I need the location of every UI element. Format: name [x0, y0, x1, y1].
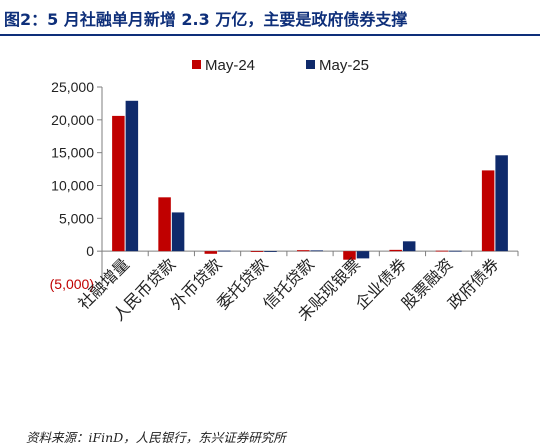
- x-category-label: 政府债券: [444, 255, 503, 314]
- bar-may25: [125, 100, 139, 252]
- legend-label-may25: May-25: [319, 57, 369, 74]
- bar-may25: [495, 155, 508, 252]
- y-tick-label: 5,000: [59, 210, 94, 226]
- legend-swatch-may25: [306, 60, 315, 69]
- bar-may25: [449, 250, 462, 252]
- bar-may24: [297, 250, 310, 252]
- bar-may25: [218, 250, 231, 252]
- legend-swatch-may24: [192, 60, 201, 69]
- chart-legend: May-24 May-25: [192, 57, 369, 74]
- y-tick-label: 25,000: [51, 79, 94, 95]
- bar-may24: [158, 197, 171, 252]
- y-tick-label: 10,000: [51, 178, 94, 194]
- y-tick-label: 0: [86, 243, 94, 259]
- title-divider: [0, 34, 540, 36]
- y-tick-label: 20,000: [51, 112, 94, 128]
- source-note: 资料来源：iFinD，人民银行，东兴证券研究所: [26, 430, 286, 445]
- y-axis-ticks: 25,000 20,000 15,000 10,000 5,000 0 (5,000): [50, 79, 102, 292]
- page-title: 图2：5 月社融单月新增 2.3 万亿，主要是政府债券支撑: [4, 10, 408, 29]
- legend-label-may24: May-24: [205, 57, 255, 74]
- bar-may25: [402, 241, 416, 252]
- bar-may24: [250, 251, 264, 252]
- bar-may25: [310, 250, 323, 252]
- bar-may25: [356, 251, 370, 259]
- chart-axes: [101, 87, 519, 284]
- bar-may24: [343, 251, 356, 260]
- bar-may24: [112, 115, 125, 252]
- bar-chart: May-24 May-25 25,000 20,000 15,000 10,000 5,0…: [50, 57, 519, 325]
- chart-bars: [112, 100, 508, 260]
- bar-may24: [435, 250, 449, 252]
- bar-may25: [264, 251, 277, 252]
- y-tick-label: (5,000): [50, 276, 94, 292]
- bar-may24: [481, 170, 495, 252]
- bar-may24: [204, 251, 218, 254]
- bar-may24: [389, 249, 402, 252]
- bar-may25: [171, 212, 185, 252]
- y-tick-label: 15,000: [51, 145, 94, 161]
